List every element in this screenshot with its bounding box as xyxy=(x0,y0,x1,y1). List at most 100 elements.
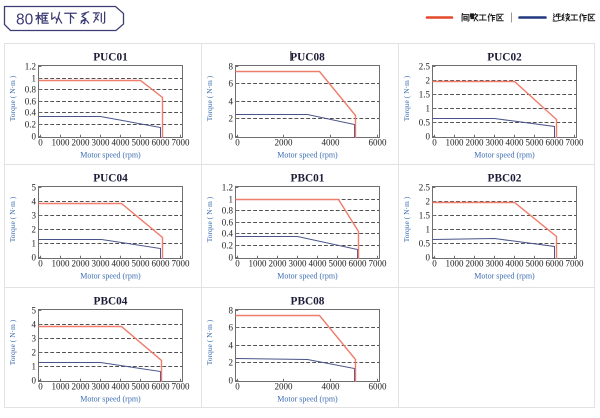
svg-text:5000: 5000 xyxy=(132,259,151,269)
svg-text:7000: 7000 xyxy=(566,138,585,148)
svg-text:7000: 7000 xyxy=(172,382,191,392)
svg-text:Torque ( N·m ): Torque ( N·m ) xyxy=(8,196,17,242)
svg-text:6000: 6000 xyxy=(546,259,565,269)
svg-text:8: 8 xyxy=(229,62,234,72)
svg-text:2000: 2000 xyxy=(275,138,294,148)
svg-text:Motor speed (rpm): Motor speed (rpm) xyxy=(277,151,338,160)
svg-text:2000: 2000 xyxy=(269,259,288,269)
svg-text:7000: 7000 xyxy=(566,259,585,269)
svg-text:5: 5 xyxy=(32,183,37,193)
svg-text:Motor speed (rpm): Motor speed (rpm) xyxy=(80,151,141,160)
svg-text:PUC08: PUC08 xyxy=(290,52,325,64)
svg-text:0.5: 0.5 xyxy=(419,118,431,128)
svg-text:5000: 5000 xyxy=(132,138,151,148)
svg-text:0: 0 xyxy=(432,138,437,148)
svg-text:6000: 6000 xyxy=(349,259,368,269)
svg-text:1.5: 1.5 xyxy=(419,90,431,100)
svg-text:0.2: 0.2 xyxy=(222,241,233,251)
svg-text:4: 4 xyxy=(32,320,37,330)
svg-text:6000: 6000 xyxy=(152,138,171,148)
svg-text:6: 6 xyxy=(229,323,234,333)
svg-text:0: 0 xyxy=(426,253,431,263)
svg-text:4000: 4000 xyxy=(322,382,341,392)
svg-text:0: 0 xyxy=(38,138,43,148)
svg-text:7000: 7000 xyxy=(172,259,191,269)
svg-text:2000: 2000 xyxy=(72,138,91,148)
svg-text:1000: 1000 xyxy=(249,259,268,269)
svg-text:2: 2 xyxy=(32,225,37,235)
svg-text:7000: 7000 xyxy=(369,259,388,269)
svg-text:4: 4 xyxy=(229,341,234,351)
svg-text:0.2: 0.2 xyxy=(25,120,36,130)
svg-text:5000: 5000 xyxy=(526,259,545,269)
svg-text:1: 1 xyxy=(426,104,431,114)
svg-text:0: 0 xyxy=(229,376,234,386)
svg-text:Motor speed (rpm): Motor speed (rpm) xyxy=(80,395,141,404)
svg-text:4000: 4000 xyxy=(506,259,525,269)
svg-text:0.6: 0.6 xyxy=(25,97,37,107)
svg-text:Torque ( N·m ): Torque ( N·m ) xyxy=(402,196,411,242)
svg-text:0: 0 xyxy=(229,253,234,263)
svg-text:3000: 3000 xyxy=(486,138,505,148)
svg-text:0: 0 xyxy=(229,132,234,142)
svg-text:1: 1 xyxy=(229,195,234,205)
svg-text:5000: 5000 xyxy=(329,259,348,269)
svg-text:2: 2 xyxy=(426,76,431,86)
svg-text:4000: 4000 xyxy=(112,138,131,148)
svg-text:0.6: 0.6 xyxy=(222,218,234,228)
svg-text:4000: 4000 xyxy=(322,138,341,148)
svg-text:1000: 1000 xyxy=(446,138,465,148)
svg-text:4: 4 xyxy=(229,97,234,107)
svg-text:2.5: 2.5 xyxy=(419,62,431,72)
svg-text:2000: 2000 xyxy=(275,382,294,392)
svg-text:0.4: 0.4 xyxy=(25,108,37,118)
svg-text:6: 6 xyxy=(229,79,234,89)
svg-text:5: 5 xyxy=(32,306,37,316)
svg-text:1.2: 1.2 xyxy=(222,183,233,193)
svg-text:0: 0 xyxy=(32,376,37,386)
svg-text:2000: 2000 xyxy=(72,382,91,392)
svg-text:Torque ( N·m ): Torque ( N·m ) xyxy=(205,196,214,242)
svg-text:1000: 1000 xyxy=(52,138,71,148)
svg-text:0.8: 0.8 xyxy=(25,85,37,95)
svg-text:5000: 5000 xyxy=(132,382,151,392)
svg-text:Motor speed (rpm): Motor speed (rpm) xyxy=(474,272,535,281)
svg-text:PUC01: PUC01 xyxy=(93,52,128,64)
svg-text:80: 80 xyxy=(16,12,34,29)
svg-text:Motor speed (rpm): Motor speed (rpm) xyxy=(474,151,535,160)
svg-text:1: 1 xyxy=(32,362,37,372)
svg-text:3000: 3000 xyxy=(92,259,111,269)
svg-text:0: 0 xyxy=(38,382,43,392)
svg-text:Torque ( N·m ): Torque ( N·m ) xyxy=(205,75,214,121)
svg-text:PUC04: PUC04 xyxy=(93,173,128,185)
svg-text:5000: 5000 xyxy=(526,138,545,148)
svg-text:2: 2 xyxy=(229,114,234,124)
svg-text:4: 4 xyxy=(32,197,37,207)
svg-text:0: 0 xyxy=(235,382,240,392)
svg-text:2.5: 2.5 xyxy=(419,183,431,193)
svg-text:Torque ( N·m ): Torque ( N·m ) xyxy=(8,75,17,121)
svg-text:2000: 2000 xyxy=(72,259,91,269)
svg-text:0.8: 0.8 xyxy=(222,206,234,216)
svg-text:6000: 6000 xyxy=(369,382,388,392)
svg-text:1.5: 1.5 xyxy=(419,211,431,221)
svg-text:PUC02: PUC02 xyxy=(487,52,522,64)
svg-text:1000: 1000 xyxy=(446,259,465,269)
svg-text:0: 0 xyxy=(32,253,37,263)
svg-text:2: 2 xyxy=(229,358,234,368)
svg-text:8: 8 xyxy=(229,306,234,316)
svg-text:1000: 1000 xyxy=(52,259,71,269)
svg-text:3: 3 xyxy=(32,211,37,221)
svg-text:4000: 4000 xyxy=(112,382,131,392)
svg-text:1: 1 xyxy=(32,239,37,249)
svg-text:1: 1 xyxy=(426,225,431,235)
svg-text:0.5: 0.5 xyxy=(419,239,431,249)
svg-text:3000: 3000 xyxy=(92,138,111,148)
svg-text:3: 3 xyxy=(32,334,37,344)
svg-text:3000: 3000 xyxy=(92,382,111,392)
svg-text:1.2: 1.2 xyxy=(25,62,36,72)
svg-text:PBC01: PBC01 xyxy=(291,173,325,185)
svg-text:3000: 3000 xyxy=(486,259,505,269)
svg-text:4000: 4000 xyxy=(506,138,525,148)
svg-text:PBC04: PBC04 xyxy=(94,296,128,308)
